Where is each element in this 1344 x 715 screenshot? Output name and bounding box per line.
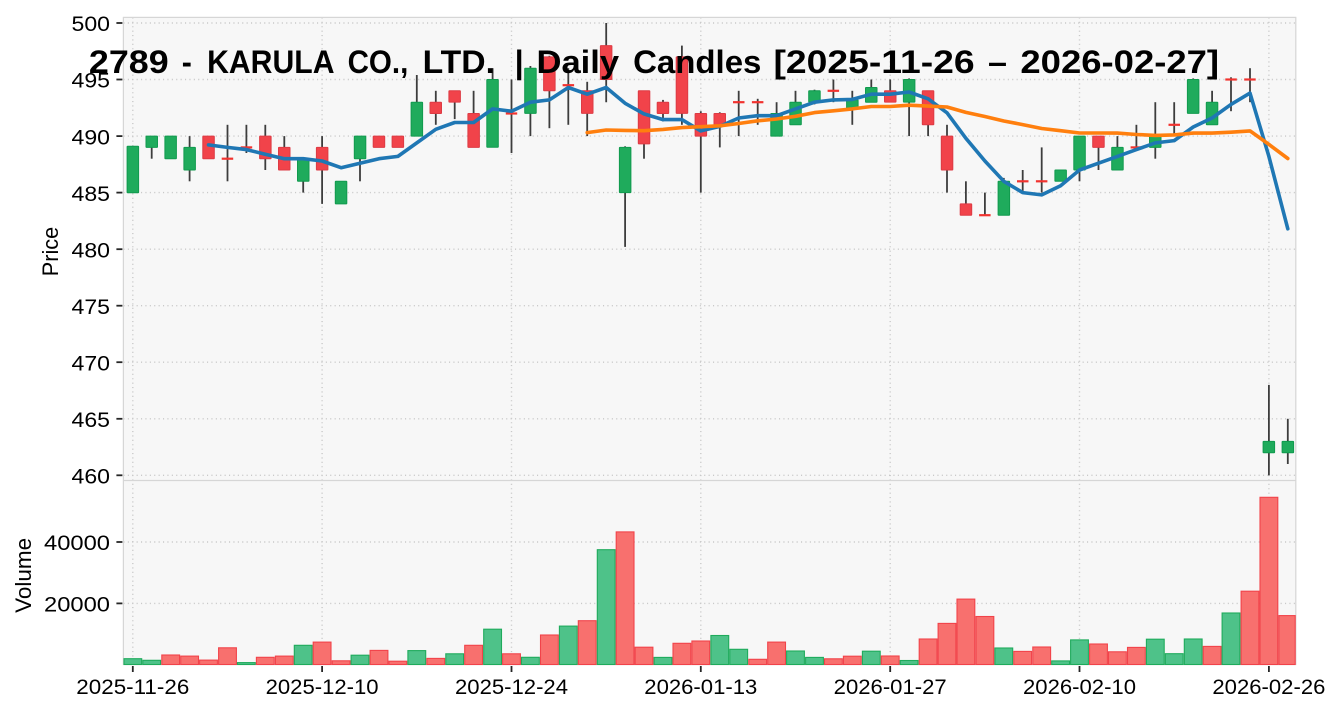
svg-text:20000: 20000 [44, 593, 110, 617]
svg-text:470: 470 [72, 351, 111, 375]
svg-text:465: 465 [72, 408, 111, 432]
svg-text:40000: 40000 [44, 531, 110, 555]
svg-text:460: 460 [72, 465, 111, 489]
svg-text:2026-02-10: 2026-02-10 [1023, 675, 1136, 699]
svg-text:Price: Price [38, 227, 63, 277]
svg-text:–: – [988, 44, 1007, 80]
svg-text:KARULA: KARULA [207, 44, 334, 80]
svg-text:2025-11-26: 2025-11-26 [76, 675, 189, 699]
svg-text:CO.,: CO., [348, 44, 409, 80]
svg-text:-: - [182, 44, 192, 80]
svg-text:|: | [515, 44, 524, 80]
svg-text:2789: 2789 [89, 44, 169, 80]
svg-text:490: 490 [72, 125, 111, 149]
svg-text:485: 485 [72, 182, 111, 206]
svg-text:2025-12-24: 2025-12-24 [455, 675, 568, 699]
svg-text:2025-12-10: 2025-12-10 [266, 675, 379, 699]
svg-text:2026-01-27: 2026-01-27 [834, 675, 947, 699]
svg-text:495: 495 [72, 69, 111, 93]
svg-text:2026-02-26: 2026-02-26 [1212, 675, 1325, 699]
svg-text:2026-01-13: 2026-01-13 [644, 675, 757, 699]
svg-text:Volume: Volume [11, 538, 36, 613]
svg-text:2026-02-27]: 2026-02-27] [1020, 44, 1219, 80]
svg-text:[2025-11-26: [2025-11-26 [774, 44, 975, 80]
svg-text:500: 500 [72, 12, 111, 36]
svg-text:Daily: Daily [537, 44, 620, 80]
svg-text:475: 475 [72, 295, 111, 319]
svg-text:Candles: Candles [633, 44, 761, 80]
svg-text:480: 480 [72, 238, 111, 262]
svg-text:LTD.: LTD. [423, 44, 495, 80]
